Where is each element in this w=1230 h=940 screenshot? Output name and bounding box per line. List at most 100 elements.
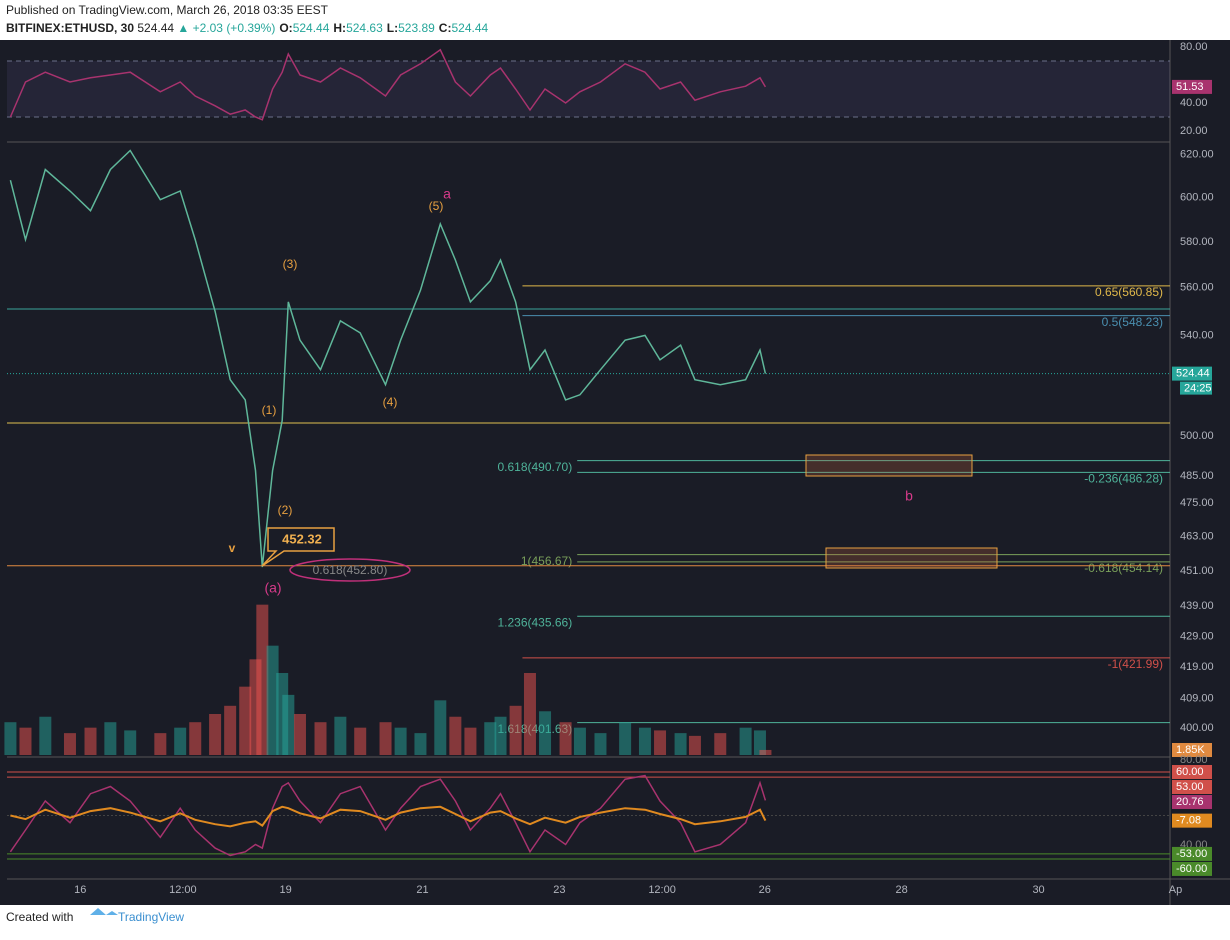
volume-bar [654, 730, 667, 755]
osc-tag-text: 20.76 [1176, 796, 1204, 808]
osc-tag-bg [1172, 813, 1212, 828]
brand[interactable]: TradingView [118, 910, 184, 924]
time-tick-label: 19 [279, 884, 291, 896]
rsi-tag: 51.53 [1172, 79, 1212, 94]
volume-bar [282, 694, 295, 755]
ohlc-value: 524.44 [451, 21, 488, 35]
volume-bar [354, 727, 367, 755]
price-tick-label: 600.00 [1180, 191, 1214, 203]
volume-bar [674, 733, 687, 755]
volume-bar [619, 722, 632, 755]
volume-bar [239, 686, 252, 755]
change: ▲ +2.03 (+0.39%) [177, 21, 275, 35]
time-tick-label: 12:00 [648, 884, 676, 896]
osc-tag: 53.00 [1172, 779, 1212, 794]
published-text: Published on TradingView.com, March 26, … [6, 3, 329, 17]
price-tick-label: 475.00 [1180, 497, 1214, 509]
volume-bar [334, 716, 347, 755]
price-tick-label: 500.00 [1180, 430, 1214, 442]
level-label: 0.618(490.70) [497, 460, 572, 474]
osc-tag-text: -7.08 [1176, 815, 1201, 827]
volume-tag-text: 1.85K [1176, 744, 1205, 756]
volume-bar [494, 716, 507, 755]
volume-bar [209, 714, 222, 755]
volume-bar [104, 722, 117, 755]
wave-label: a [443, 186, 451, 202]
countdown: 24:25 [1184, 383, 1212, 395]
volume-bar [84, 727, 97, 755]
wave-label: b [905, 488, 913, 504]
volume-tag-bg [1172, 743, 1212, 757]
osc-tag: -7.08 [1172, 813, 1212, 828]
zone-box [825, 547, 998, 569]
volume-bar [573, 727, 586, 755]
volume-bar [449, 716, 462, 755]
volume-bar [539, 711, 552, 755]
price-tick-label: 439.00 [1180, 600, 1214, 612]
last: 524.44 [137, 21, 174, 35]
tradingview-logo [90, 908, 118, 915]
ohlc-key: C: [439, 21, 452, 35]
rsi-tick-label: 80.00 [1180, 41, 1208, 53]
time-tick-label: 28 [896, 884, 908, 896]
price-tick-label: 400.00 [1180, 722, 1214, 734]
rsi-tag-bg [1172, 79, 1212, 94]
callout-text: 452.32 [282, 531, 322, 546]
last-price-tag: 524.44 [1172, 366, 1212, 381]
volume-bar [314, 722, 327, 755]
osc-tag: -60.00 [1172, 861, 1212, 876]
volume-bar [256, 604, 269, 755]
rsi-tick-label: 40.00 [1180, 97, 1208, 109]
osc-tag-bg [1172, 794, 1212, 809]
level-label: 0.618(452.80) [313, 563, 388, 577]
volume-bar [379, 722, 392, 755]
symbol: BITFINEX:ETHUSD, 30 [6, 21, 134, 35]
wave-label: (1) [262, 403, 277, 417]
time-tick-label: Ap [1169, 884, 1182, 896]
osc-tag-bg [1172, 861, 1212, 876]
zone-box [805, 454, 973, 477]
osc-tag: -53.00 [1172, 846, 1212, 861]
volume-bar [189, 722, 202, 755]
osc-tag-text: 60.00 [1176, 766, 1204, 778]
volume-bar [523, 673, 536, 755]
highlight-ellipse [289, 558, 411, 582]
volume-bar [414, 733, 427, 755]
volume-bar [688, 735, 701, 755]
price-tick-label: 451.00 [1180, 565, 1214, 577]
volume-bar [63, 733, 76, 755]
volume-bar [224, 705, 237, 755]
volume-bar [739, 727, 752, 755]
osc-tag: 20.76 [1172, 794, 1212, 809]
time-tick-label: 30 [1032, 884, 1044, 896]
wave-label: (a) [264, 580, 281, 596]
osc-tag-text: -60.00 [1176, 863, 1207, 875]
volume-tag: 1.85K [1172, 743, 1212, 757]
osc-tag-bg [1172, 764, 1212, 779]
wave-label: (3) [283, 257, 298, 271]
level-label: -0.618(454.14) [1084, 561, 1163, 575]
volume-bar [19, 727, 32, 755]
volume-bar [594, 733, 607, 755]
price-tick-label: 419.00 [1180, 661, 1214, 673]
level-label: -0.236(486.28) [1084, 472, 1163, 486]
countdown-bg [1180, 381, 1212, 395]
wave-label: (5) [429, 199, 444, 213]
created-with: Created with [6, 910, 73, 924]
volume-bar [753, 730, 766, 755]
volume-bar [394, 727, 407, 755]
time-tick-label: 23 [553, 884, 565, 896]
osc-tag: 60.00 [1172, 764, 1212, 779]
symbol-legend: BITFINEX:ETHUSD, 30 524.44 ▲ +2.03 (+0.3… [6, 21, 488, 35]
price-tick-label: 560.00 [1180, 282, 1214, 294]
wave-label: (2) [278, 503, 293, 517]
last-price-tag-bg [1172, 366, 1212, 381]
ohlc-value: 524.44 [293, 21, 330, 35]
price-tick-label: 409.00 [1180, 693, 1214, 705]
price-tick-label: 540.00 [1180, 329, 1214, 341]
price-callout [261, 527, 335, 567]
price-tick-label: 580.00 [1180, 236, 1214, 248]
volume-bar [266, 645, 279, 755]
ohlc-key: O: [279, 21, 292, 35]
